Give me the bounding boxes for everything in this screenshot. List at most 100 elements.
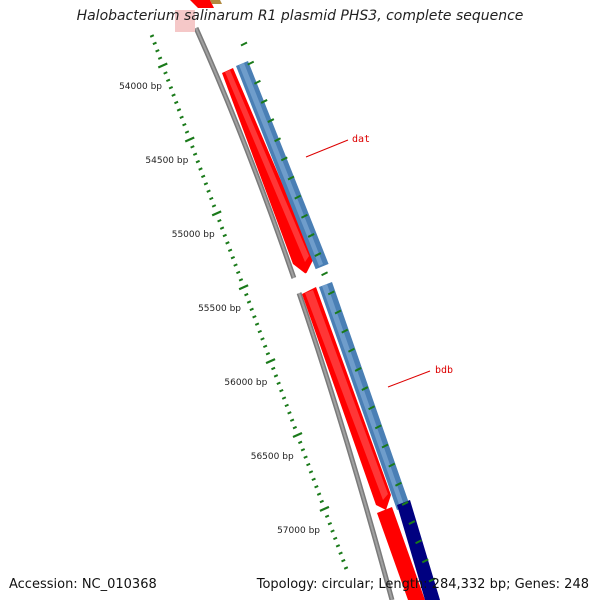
feature-track-tick <box>415 539 423 545</box>
minor-tick <box>273 374 279 378</box>
feature-track-tick <box>354 367 362 372</box>
minor-tick <box>222 233 227 238</box>
feature-track-tick <box>253 79 261 85</box>
feature-track-tick <box>334 309 342 315</box>
minor-tick <box>152 41 157 46</box>
minor-tick <box>249 307 254 312</box>
feature-fragment-top <box>210 0 222 4</box>
minor-tick <box>260 337 265 341</box>
minor-tick <box>276 381 281 385</box>
minor-tick <box>227 248 233 252</box>
scale-labels: 54000 bp 54500 bp 55000 bp 55500 bp 56000 bp… <box>119 82 320 536</box>
gene-label-dat: dat <box>352 134 370 145</box>
feature-track-tick <box>280 156 288 162</box>
minor-tick <box>319 499 324 504</box>
minor-tick <box>198 167 203 171</box>
label-line-dat <box>305 139 349 158</box>
minor-tick <box>230 255 236 260</box>
minor-tick <box>244 292 249 297</box>
minor-tick <box>211 204 217 208</box>
minor-tick <box>303 455 308 459</box>
minor-tick <box>206 189 211 193</box>
minor-tick <box>176 108 182 112</box>
minor-tick <box>335 544 341 548</box>
minor-tick <box>233 263 238 267</box>
feature-track-tick <box>267 118 275 123</box>
minor-tick <box>297 440 303 445</box>
minor-tick <box>262 344 268 349</box>
minor-tick <box>289 418 295 422</box>
major-tick <box>184 136 195 143</box>
scale-label: 56500 bp <box>251 452 294 462</box>
minor-tick <box>149 34 155 38</box>
minor-tick <box>311 477 316 482</box>
minor-tick <box>281 396 287 400</box>
feature-track-tick <box>307 233 315 238</box>
feature-track-tick <box>300 213 308 219</box>
minor-tick <box>219 226 225 230</box>
minor-tick <box>217 219 222 223</box>
map-title: Halobacterium salinarum R1 plasmid PHS3,… <box>76 8 524 24</box>
minor-tick <box>200 174 206 179</box>
major-tick <box>319 505 330 512</box>
feature-track-tick <box>361 386 369 391</box>
scale-label: 54500 bp <box>145 156 188 166</box>
feature-track-tick <box>421 558 429 564</box>
minor-tick <box>330 529 335 533</box>
scale-ticks <box>149 34 436 583</box>
feature-track-tick <box>394 481 402 487</box>
minor-tick <box>179 115 184 119</box>
minor-tick <box>236 270 241 275</box>
label-line-bdb <box>387 370 431 388</box>
major-tick <box>238 284 249 291</box>
minor-tick <box>279 388 284 393</box>
minor-tick <box>174 100 179 105</box>
minor-tick <box>324 514 330 518</box>
scale-label: 55500 bp <box>198 304 241 314</box>
minor-tick <box>271 366 276 371</box>
scale-label: 57000 bp <box>277 526 320 536</box>
feature-track-tick <box>247 60 255 66</box>
minor-tick <box>308 470 314 474</box>
minor-tick <box>165 78 171 83</box>
minor-tick <box>306 462 311 467</box>
major-tick <box>292 431 303 439</box>
minor-tick <box>246 300 252 304</box>
feature-track-tick <box>347 347 355 353</box>
major-tick <box>265 358 276 365</box>
feature-track-tick <box>240 41 248 47</box>
minor-tick <box>203 182 209 186</box>
minor-tick <box>284 403 289 408</box>
scale-label: 54000 bp <box>119 82 162 92</box>
minor-tick <box>192 152 198 156</box>
feature-track-tick <box>408 520 416 525</box>
minor-tick <box>338 551 343 555</box>
minor-tick <box>157 56 163 60</box>
minor-tick <box>254 322 260 326</box>
minor-tick <box>190 145 195 149</box>
feature-track-tick <box>341 328 349 334</box>
minor-tick <box>316 492 322 496</box>
feature-track-tick <box>381 443 389 449</box>
topology-summary: Topology: circular; Length: 284,332 bp; … <box>256 577 589 592</box>
feature-track-tick <box>260 99 268 104</box>
major-tick <box>211 210 222 217</box>
minor-tick <box>292 425 298 430</box>
feature-track-tick <box>314 252 322 257</box>
minor-tick <box>300 448 306 452</box>
feature-track-tick <box>287 175 295 181</box>
minor-tick <box>333 536 338 541</box>
major-tick <box>157 62 168 69</box>
minor-tick <box>209 196 214 201</box>
navy-feature <box>397 500 440 600</box>
minor-tick <box>252 315 257 319</box>
minor-tick <box>265 352 271 356</box>
minor-tick <box>287 411 292 415</box>
gene-label-bdb: bdb <box>435 365 453 376</box>
minor-tick <box>184 130 190 134</box>
feature-track-tick <box>428 577 436 583</box>
gene-partial-bottom <box>377 507 425 600</box>
minor-tick <box>171 93 176 97</box>
feature-track-tick <box>321 271 329 277</box>
minor-tick <box>182 122 187 127</box>
